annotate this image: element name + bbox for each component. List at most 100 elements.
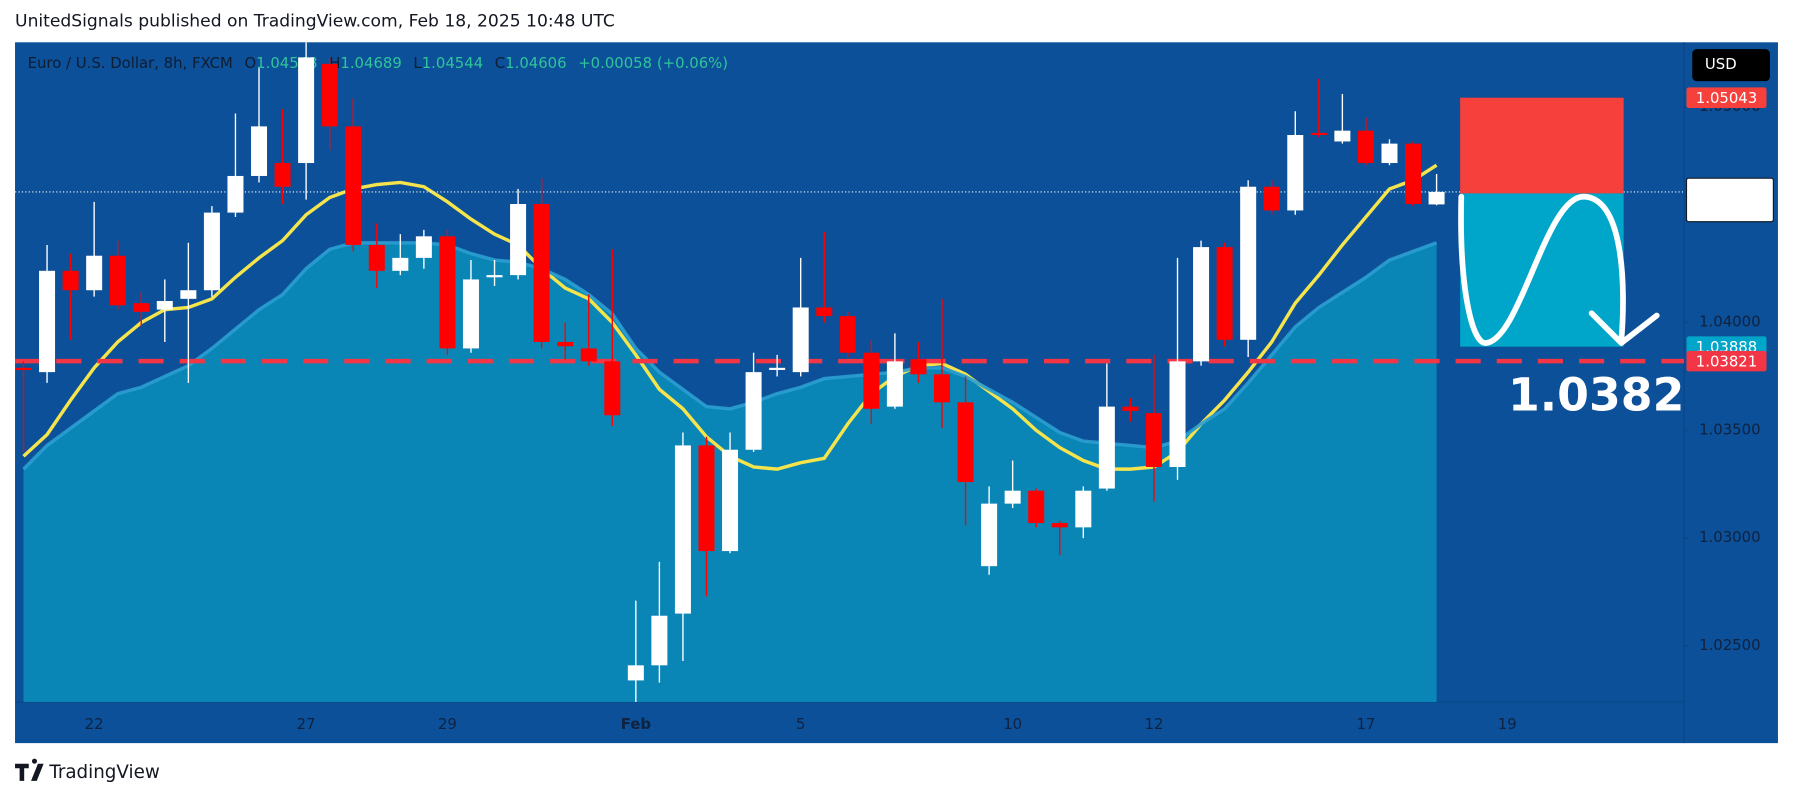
- candle-body: [863, 352, 880, 409]
- y-tick-label: 1.04000: [1699, 313, 1760, 331]
- high-letter: H: [329, 54, 340, 72]
- currency-label: USD: [1705, 55, 1737, 73]
- candle-body: [1098, 406, 1115, 489]
- candle-body: [1357, 130, 1374, 164]
- candle-body: [957, 402, 974, 483]
- candle-body: [510, 203, 527, 276]
- stop-price-label: 1.05043: [1696, 89, 1757, 107]
- publish-note: UnitedSignals published on TradingView.c…: [15, 12, 615, 32]
- x-tick-label: 22: [85, 715, 104, 733]
- candle-body: [1287, 134, 1304, 211]
- candle-body: [1004, 490, 1021, 504]
- candle-body: [627, 665, 644, 681]
- candle-body: [910, 359, 927, 375]
- legend: Euro / U.S. Dollar, 8h, FXCM O1.04548 H1…: [28, 54, 728, 72]
- candle-body: [1405, 143, 1422, 204]
- last-price-box: [1685, 177, 1774, 223]
- plot-area: [15, 42, 1685, 702]
- annotation: 1.0382: [1508, 368, 1684, 421]
- x-tick-label: Feb: [621, 715, 651, 733]
- x-tick-label: 27: [297, 715, 316, 733]
- candle-body: [62, 270, 79, 291]
- stop-zone: [1460, 97, 1624, 194]
- candle-body: [745, 372, 762, 450]
- close-letter: C: [495, 54, 505, 72]
- candle-body: [1263, 186, 1280, 211]
- x-tick-label: 12: [1145, 715, 1164, 733]
- candle-body: [698, 445, 715, 552]
- candle-body: [203, 212, 220, 291]
- candle-body: [839, 316, 856, 353]
- stop-price-label-box: [1686, 87, 1767, 108]
- candle-body: [86, 255, 103, 291]
- close-value: 1.04606: [505, 54, 566, 72]
- candle-body: [109, 255, 126, 306]
- candle-body: [439, 236, 456, 349]
- candle-body: [321, 63, 338, 127]
- candle-body: [39, 270, 56, 373]
- low-letter: L: [413, 54, 422, 72]
- candle-body: [722, 449, 739, 552]
- level-price-label: 1.03821: [1696, 352, 1757, 370]
- candle-body: [345, 126, 362, 245]
- candle-body: [557, 341, 574, 347]
- candle-body: [274, 163, 291, 187]
- x-tick-label: 29: [438, 715, 457, 733]
- candle-body: [486, 275, 503, 278]
- candle-body: [1122, 406, 1139, 411]
- candle-body: [1216, 247, 1233, 340]
- open-letter: O: [244, 54, 256, 72]
- candle-body: [792, 307, 809, 373]
- currency-button[interactable]: [1692, 49, 1770, 82]
- level-price-label-box: [1686, 350, 1767, 372]
- candle-body: [533, 203, 550, 342]
- candle-body: [368, 244, 385, 271]
- x-tick-label: 10: [1003, 715, 1022, 733]
- candle-body: [580, 348, 597, 362]
- candle-body: [1145, 413, 1162, 467]
- candle-body: [133, 303, 150, 312]
- candle-body: [886, 361, 903, 407]
- candle-body: [156, 300, 173, 310]
- candle-body: [392, 257, 409, 271]
- drawn-arrow: [1458, 193, 1660, 346]
- candle-body: [227, 175, 244, 213]
- candle-body: [933, 374, 951, 403]
- last-price-label: 1.04606: [1696, 181, 1764, 199]
- candle-body: [816, 307, 833, 317]
- y-tick-label: 1.02500: [1699, 636, 1760, 654]
- candle-body: [651, 615, 668, 666]
- high-value: 1.04689: [340, 54, 401, 72]
- y-tick-label: 1.03000: [1699, 528, 1760, 546]
- candle-body: [415, 236, 432, 258]
- candle-body: [1381, 143, 1398, 164]
- candle-body: [1075, 490, 1092, 528]
- x-tick-label: 17: [1356, 715, 1375, 733]
- symbol: Euro / U.S. Dollar, 8h, FXCM: [28, 54, 233, 72]
- candle-body: [1334, 130, 1351, 142]
- candle-body: [1028, 490, 1045, 524]
- low-value: 1.04544: [422, 54, 483, 72]
- candle-body: [180, 290, 197, 299]
- candle-body: [251, 126, 268, 176]
- candle-body: [769, 367, 786, 370]
- candle-body: [1310, 132, 1327, 135]
- change: +0.00058 (+0.06%): [578, 54, 728, 72]
- countdown: 03:11:29: [1697, 201, 1764, 219]
- y-tick-label: 1.03500: [1699, 420, 1760, 438]
- candle-body: [462, 279, 479, 349]
- candle-body: [15, 367, 32, 370]
- candle-body: [1051, 523, 1068, 528]
- ma-line: [22, 241, 1438, 471]
- candle-body: [981, 503, 998, 567]
- brand-name: TradingView: [48, 762, 160, 783]
- candle-body: [1428, 191, 1445, 205]
- brand-logo: [15, 758, 44, 781]
- x-tick-label: 19: [1498, 715, 1517, 733]
- candle-body: [298, 57, 315, 164]
- candle-body: [674, 445, 691, 614]
- x-tick-label: 5: [796, 715, 805, 733]
- candle-body: [1169, 361, 1186, 467]
- candle-body: [1240, 186, 1257, 340]
